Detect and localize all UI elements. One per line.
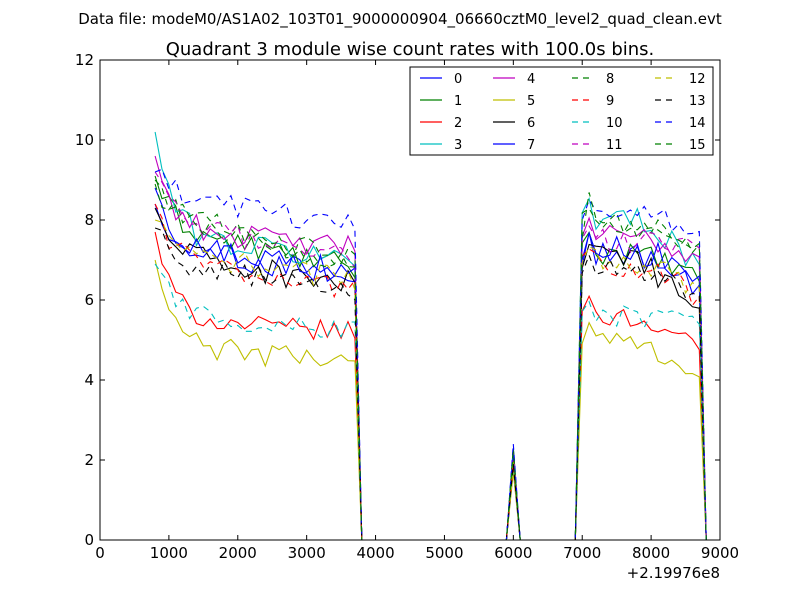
- legend-label-module-13: 13: [689, 94, 706, 109]
- series-line-module-0: [154, 203, 707, 540]
- series-line-module-10: [154, 263, 707, 540]
- legend-label-module-2: 2: [454, 116, 462, 131]
- legend-label-module-10: 10: [606, 116, 623, 131]
- y-tick-label: 0: [84, 531, 94, 549]
- x-offset-label: +2.19976e8: [627, 564, 720, 582]
- ticks-layer: 0 1000 2000 3000 4000 5000 6000 7000 8000 9000 0 2 4…: [75, 51, 739, 562]
- x-tick-label: 1000: [150, 544, 188, 562]
- legend-label-module-9: 9: [606, 94, 614, 109]
- legend-label-module-4: 4: [527, 72, 535, 87]
- legend-label-module-12: 12: [689, 72, 706, 87]
- y-tick-label: 8: [84, 211, 94, 229]
- data-file-suptitle: Data file: modeM0/AS1A02_103T01_90000009…: [78, 10, 722, 29]
- x-tick-label: 5000: [425, 544, 463, 562]
- series-line-module-12: [154, 219, 707, 540]
- series-line-module-4: [154, 155, 707, 540]
- y-tick-label: 12: [75, 51, 94, 69]
- legend-label-module-1: 1: [454, 94, 462, 109]
- x-tick-label: 7000: [563, 544, 601, 562]
- chart-title: Quadrant 3 module wise count rates with …: [166, 39, 655, 60]
- y-tick-label: 10: [75, 131, 94, 149]
- legend-label-module-7: 7: [527, 138, 535, 153]
- x-tick-label: 9000: [701, 544, 739, 562]
- x-tick-label: 6000: [494, 544, 532, 562]
- series-line-module-11: [154, 171, 707, 540]
- x-tick-label: 8000: [632, 544, 670, 562]
- y-tick-label: 6: [84, 291, 94, 309]
- legend-label-module-3: 3: [454, 138, 462, 153]
- series-line-module-2: [154, 231, 707, 540]
- x-tick-label: 2000: [219, 544, 257, 562]
- legend-box: [409, 66, 714, 156]
- legend-label-module-11: 11: [606, 138, 623, 153]
- y-tick-label: 2: [84, 451, 94, 469]
- series-line-module-13: [154, 227, 707, 540]
- series-line-module-8: [154, 179, 707, 540]
- y-tick-label: 4: [84, 371, 94, 389]
- legend-label-module-8: 8: [606, 72, 614, 87]
- series-line-module-1: [154, 175, 707, 540]
- legend-label-module-5: 5: [527, 94, 535, 109]
- x-tick-label: 0: [95, 544, 105, 562]
- legend-label-module-6: 6: [527, 116, 535, 131]
- legend-label-module-15: 15: [689, 138, 706, 153]
- series-line-module-14: [154, 168, 707, 540]
- series-line-module-5: [154, 259, 707, 540]
- x-tick-label: 3000: [288, 544, 326, 562]
- legend-label-module-14: 14: [689, 116, 706, 131]
- series-layer: [154, 131, 707, 540]
- x-tick-label: 4000: [356, 544, 394, 562]
- legend-label-module-0: 0: [454, 72, 462, 87]
